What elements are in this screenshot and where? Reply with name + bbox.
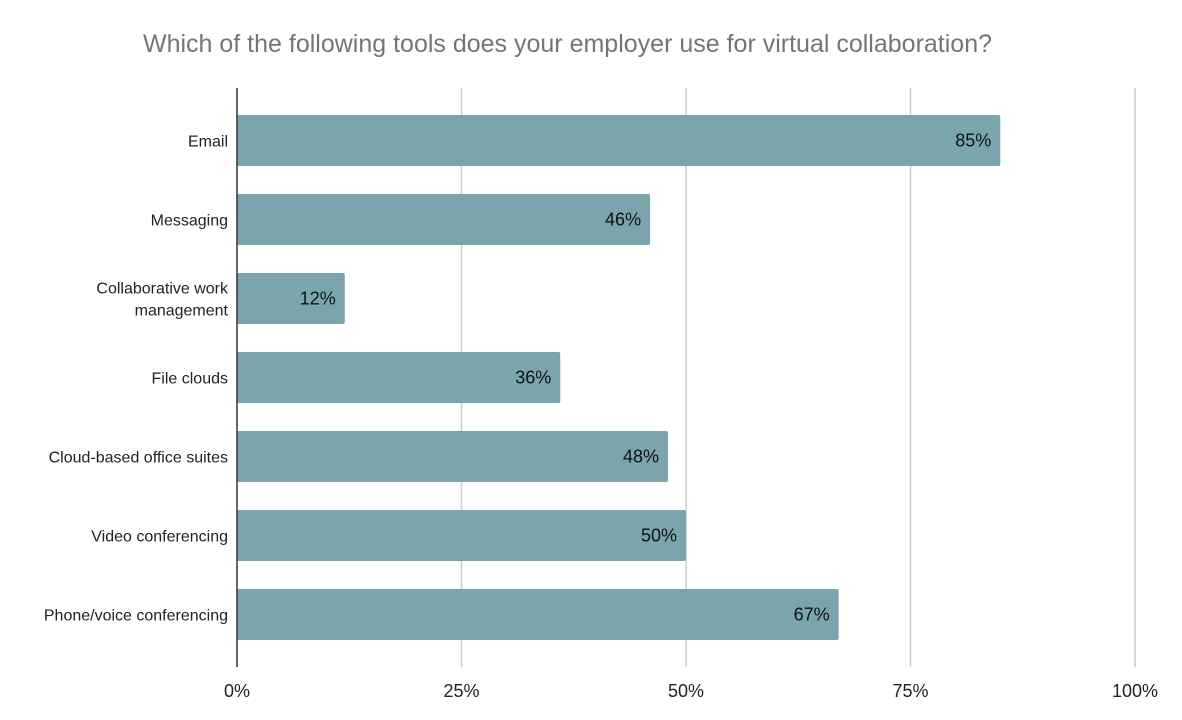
- x-tick-label: 0%: [224, 681, 250, 701]
- data-label: 85%: [955, 131, 991, 151]
- x-tick-label: 75%: [892, 681, 928, 701]
- bar: [237, 115, 1001, 166]
- category-label: Email: [188, 134, 228, 151]
- bar: [237, 194, 651, 245]
- bar: [237, 589, 839, 640]
- bar: [237, 273, 345, 324]
- category-label: Video conferencing: [91, 529, 228, 546]
- data-label: 46%: [605, 210, 641, 230]
- chart-title: Which of the following tools does your e…: [142, 30, 993, 58]
- data-label: 50%: [641, 526, 677, 546]
- data-label: 36%: [515, 368, 551, 388]
- x-tick-label: 25%: [443, 681, 479, 701]
- category-label: Cloud-based office suites: [49, 450, 228, 467]
- bar: [237, 510, 686, 561]
- category-label: management: [135, 303, 229, 320]
- data-label: 67%: [794, 605, 830, 625]
- bar: [237, 352, 561, 403]
- category-label: Collaborative work: [96, 281, 229, 298]
- x-tick-label: 50%: [668, 681, 704, 701]
- category-label: Phone/voice conferencing: [44, 608, 228, 625]
- data-label: 12%: [300, 289, 336, 309]
- x-tick-label: 100%: [1112, 681, 1158, 701]
- category-label: File clouds: [152, 371, 228, 388]
- data-label: 48%: [623, 447, 659, 467]
- bar: [237, 431, 669, 482]
- category-label: Messaging: [151, 213, 228, 230]
